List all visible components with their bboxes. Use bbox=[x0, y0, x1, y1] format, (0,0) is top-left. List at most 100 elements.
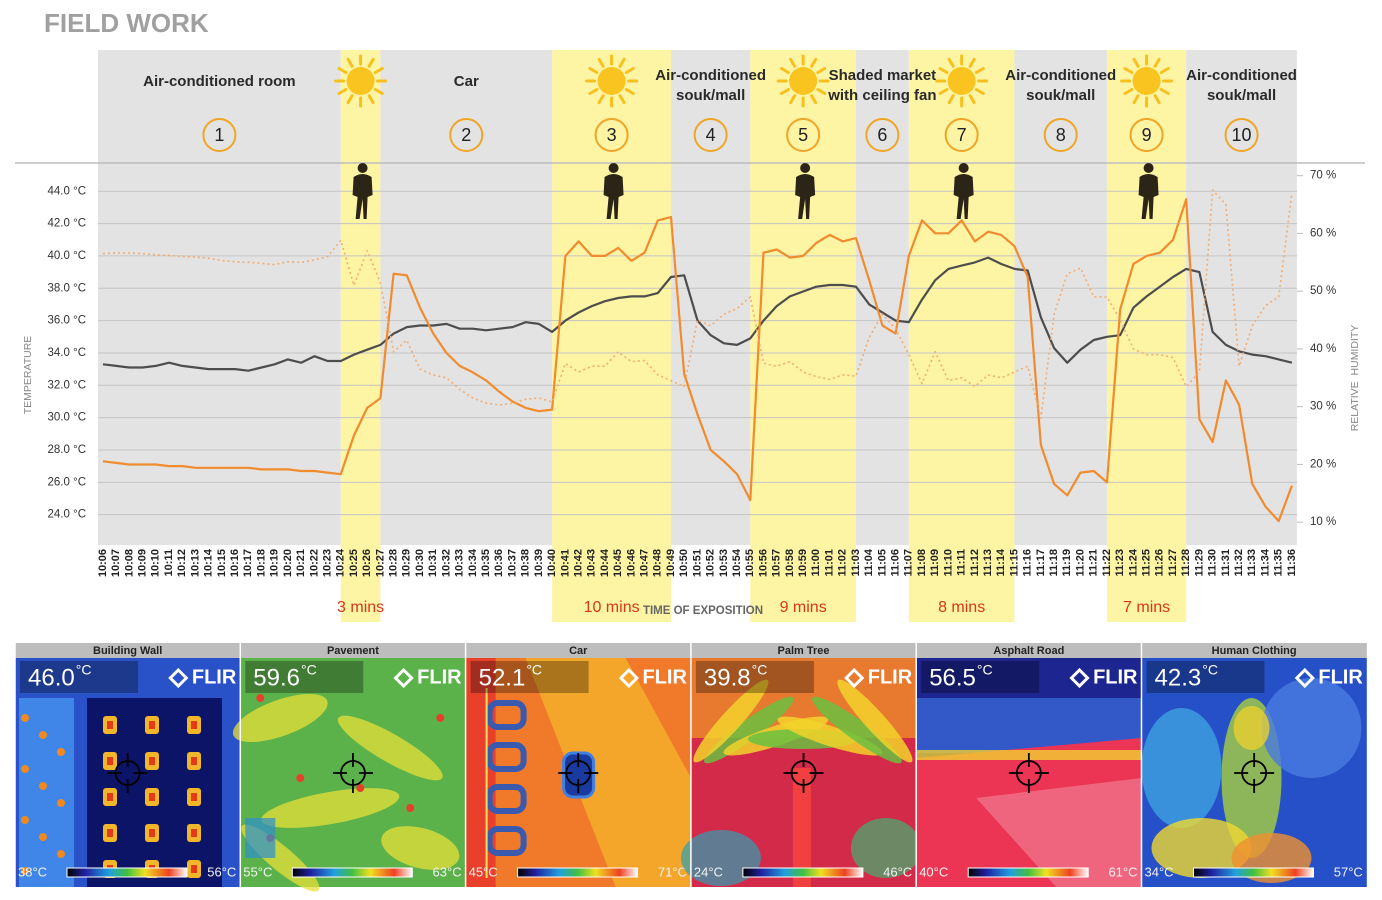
y2-tick-label: 20 % bbox=[1310, 458, 1336, 470]
y-tick-label: 38.0 °C bbox=[48, 282, 86, 294]
thermal-title: Human Clothing bbox=[1212, 645, 1297, 657]
sun-ray bbox=[1153, 94, 1161, 105]
person-head bbox=[1143, 163, 1154, 173]
thermal-shape bbox=[149, 829, 155, 837]
x-tick-label: 11:02 bbox=[837, 549, 849, 577]
y2-tick-label: 30 % bbox=[1310, 401, 1336, 413]
x-tick-label: 10:52 bbox=[705, 549, 717, 577]
y-tick-label: 44.0 °C bbox=[48, 185, 86, 197]
thermal-shape bbox=[39, 782, 47, 790]
thermal-shape bbox=[436, 714, 445, 722]
temperature-reading: 42.3 bbox=[1155, 664, 1202, 691]
thermal-image: 59.6 °C FLIR 55°C 63°C bbox=[232, 643, 466, 892]
x-tick-label: 11:28 bbox=[1180, 549, 1192, 577]
y2-axis-title: RELATIVE HUMIDITY bbox=[1349, 325, 1361, 432]
thermal-shape bbox=[485, 688, 488, 878]
x-tick-label: 11:21 bbox=[1088, 549, 1100, 577]
zone-number: 5 bbox=[798, 125, 808, 145]
person-body bbox=[1138, 174, 1159, 219]
person-head bbox=[608, 163, 619, 173]
brand-icon bbox=[1069, 667, 1090, 689]
scale-max: 61°C bbox=[1108, 864, 1137, 879]
x-tick-label: 11:16 bbox=[1022, 549, 1034, 577]
sun bbox=[947, 67, 976, 95]
thermal-shape bbox=[486, 700, 527, 730]
x-tick-label: 11:27 bbox=[1167, 549, 1179, 577]
x-tick-label: 10:16 bbox=[229, 549, 241, 577]
zone-number-circle bbox=[449, 118, 484, 152]
x-tick-label: 10:48 bbox=[652, 549, 664, 577]
x-tick-label: 10:19 bbox=[269, 549, 281, 577]
x-tick-label: 10:36 bbox=[493, 549, 505, 577]
zone-label: Car bbox=[454, 73, 479, 90]
sun-ray bbox=[810, 57, 818, 68]
brand-logo: FLIR bbox=[1093, 666, 1138, 688]
sun bbox=[346, 67, 375, 95]
x-tick-label: 11:03 bbox=[850, 549, 862, 577]
x-tick-label: 10:10 bbox=[150, 549, 162, 577]
zone-band bbox=[340, 50, 381, 622]
reading-box bbox=[921, 661, 1040, 693]
x-tick-label: 10:57 bbox=[771, 549, 783, 577]
x-tick-label: 10:20 bbox=[282, 549, 294, 577]
thermal-shape bbox=[107, 829, 113, 837]
thermal-shape bbox=[245, 818, 276, 858]
thermal-shape bbox=[191, 865, 197, 873]
x-tick-label: 10:27 bbox=[374, 549, 386, 577]
zone-label: Air-conditioned bbox=[1186, 67, 1297, 84]
brand-icon bbox=[618, 667, 640, 689]
series-line bbox=[102, 198, 1293, 523]
zone-number-circle bbox=[786, 118, 821, 152]
thermal-shape bbox=[232, 693, 328, 743]
brand-logo: FLIR bbox=[642, 666, 687, 688]
temperature-reading: 52.1 bbox=[479, 664, 526, 691]
x-tick-label: 11:20 bbox=[1074, 549, 1086, 577]
person-body bbox=[795, 174, 816, 219]
thermal-title: Car bbox=[569, 645, 588, 657]
x-tick-label: 11:13 bbox=[982, 549, 994, 577]
scale-min: 55°C bbox=[243, 864, 272, 879]
zone-number-circle bbox=[594, 118, 629, 152]
thermal-shape bbox=[39, 731, 47, 739]
x-tick-label: 11:11 bbox=[956, 549, 968, 576]
thermal-shape bbox=[191, 721, 197, 729]
sun-ray bbox=[947, 94, 955, 105]
thermal-shape bbox=[486, 784, 527, 814]
scale-max: 71°C bbox=[658, 864, 687, 879]
x-tick-label: 10:46 bbox=[625, 549, 637, 577]
x-tick-label: 10:26 bbox=[361, 549, 373, 577]
thermal-title: Building Wall bbox=[93, 645, 162, 657]
x-tick-label: 10:31 bbox=[427, 549, 439, 577]
zone-duration: 10 mins bbox=[584, 599, 640, 616]
brand-icon bbox=[1294, 667, 1315, 689]
x-tick-label: 10:37 bbox=[506, 549, 518, 577]
thermal-shape bbox=[1141, 708, 1222, 828]
sun-ray bbox=[1123, 88, 1134, 95]
scale-bar bbox=[517, 867, 639, 878]
x-tick-label: 11:17 bbox=[1035, 549, 1047, 577]
zone-label: souk/mall bbox=[676, 87, 745, 104]
x-tick-label: 11:29 bbox=[1193, 549, 1205, 577]
scale-max: 46°C bbox=[883, 864, 912, 879]
brand-icon bbox=[168, 667, 189, 689]
thermal-shape bbox=[19, 698, 74, 887]
scale-max: 63°C bbox=[433, 864, 462, 879]
x-tick-label: 10:53 bbox=[718, 549, 730, 577]
sun-ray bbox=[974, 67, 985, 74]
scale-bar bbox=[291, 867, 413, 878]
thermal-shape bbox=[525, 658, 691, 887]
zone-band bbox=[552, 50, 672, 622]
thermal-shape bbox=[792, 768, 811, 887]
temperature-unit: °C bbox=[301, 662, 317, 678]
sun-ray bbox=[789, 57, 797, 68]
page-title: FIELD WORK bbox=[44, 8, 209, 38]
zone-number-circle bbox=[865, 118, 900, 152]
x-tick-label: 11:01 bbox=[823, 549, 835, 577]
temperature-reading: 56.5 bbox=[929, 664, 976, 691]
zone-number: 7 bbox=[957, 125, 967, 145]
sun-ray bbox=[938, 88, 949, 95]
temperature-unit: °C bbox=[977, 662, 993, 678]
x-tick-label: 11:10 bbox=[942, 549, 954, 577]
zone-duration: 8 mins bbox=[938, 599, 985, 616]
x-tick-label: 10:49 bbox=[665, 549, 677, 577]
